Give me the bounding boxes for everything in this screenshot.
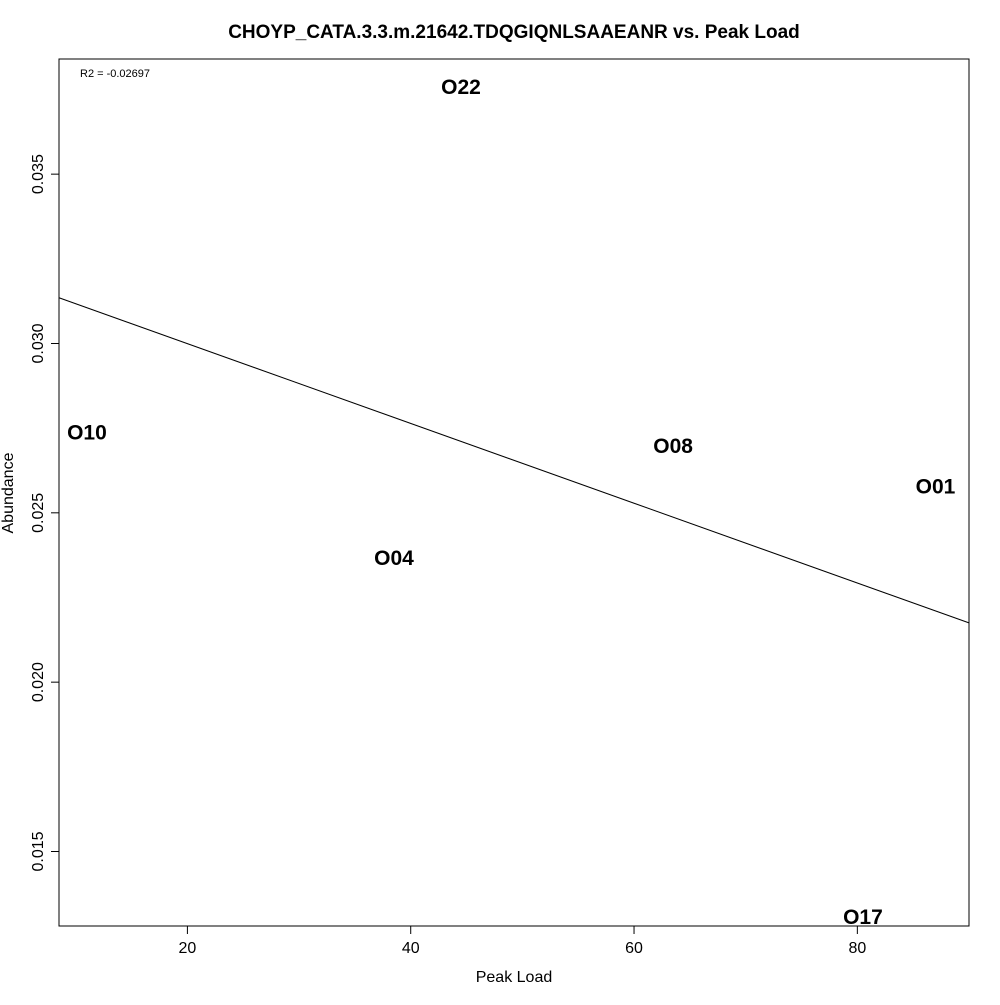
- x-axis: 20 40 60 80: [179, 926, 866, 957]
- plot-frame: [58, 58, 970, 927]
- point-label-o10: O10: [67, 422, 107, 445]
- y-tick-label: 0.035: [30, 154, 47, 194]
- point-label-o08: O08: [653, 435, 693, 458]
- r2-annotation: R2 = -0.02697: [80, 68, 150, 80]
- point-label-o04: O04: [374, 547, 414, 570]
- point-label-o17: O17: [843, 906, 883, 929]
- y-tick-label: 0.030: [30, 323, 47, 363]
- y-axis-label: Abundance: [0, 452, 17, 533]
- x-tick-label: 80: [848, 940, 866, 957]
- data-points: O22 O10 O08 O01 O04 O17: [67, 76, 956, 929]
- regression-line: [58, 297, 970, 624]
- regression-line-group: [58, 297, 970, 624]
- point-label-o01: O01: [916, 476, 956, 499]
- x-tick-label: 20: [179, 940, 197, 957]
- y-tick-label: 0.015: [30, 831, 47, 871]
- x-axis-label: Peak Load: [476, 969, 553, 986]
- chart-title: CHOYP_CATA.3.3.m.21642.TDQGIQNLSAAEANR v…: [228, 22, 800, 43]
- x-tick-label: 60: [625, 940, 643, 957]
- y-axis: 0.015 0.020 0.025 0.030 0.035: [30, 154, 59, 872]
- x-tick-label: 40: [402, 940, 420, 957]
- y-tick-label: 0.020: [30, 662, 47, 702]
- y-tick-label: 0.025: [30, 493, 47, 533]
- point-label-o22: O22: [441, 76, 481, 99]
